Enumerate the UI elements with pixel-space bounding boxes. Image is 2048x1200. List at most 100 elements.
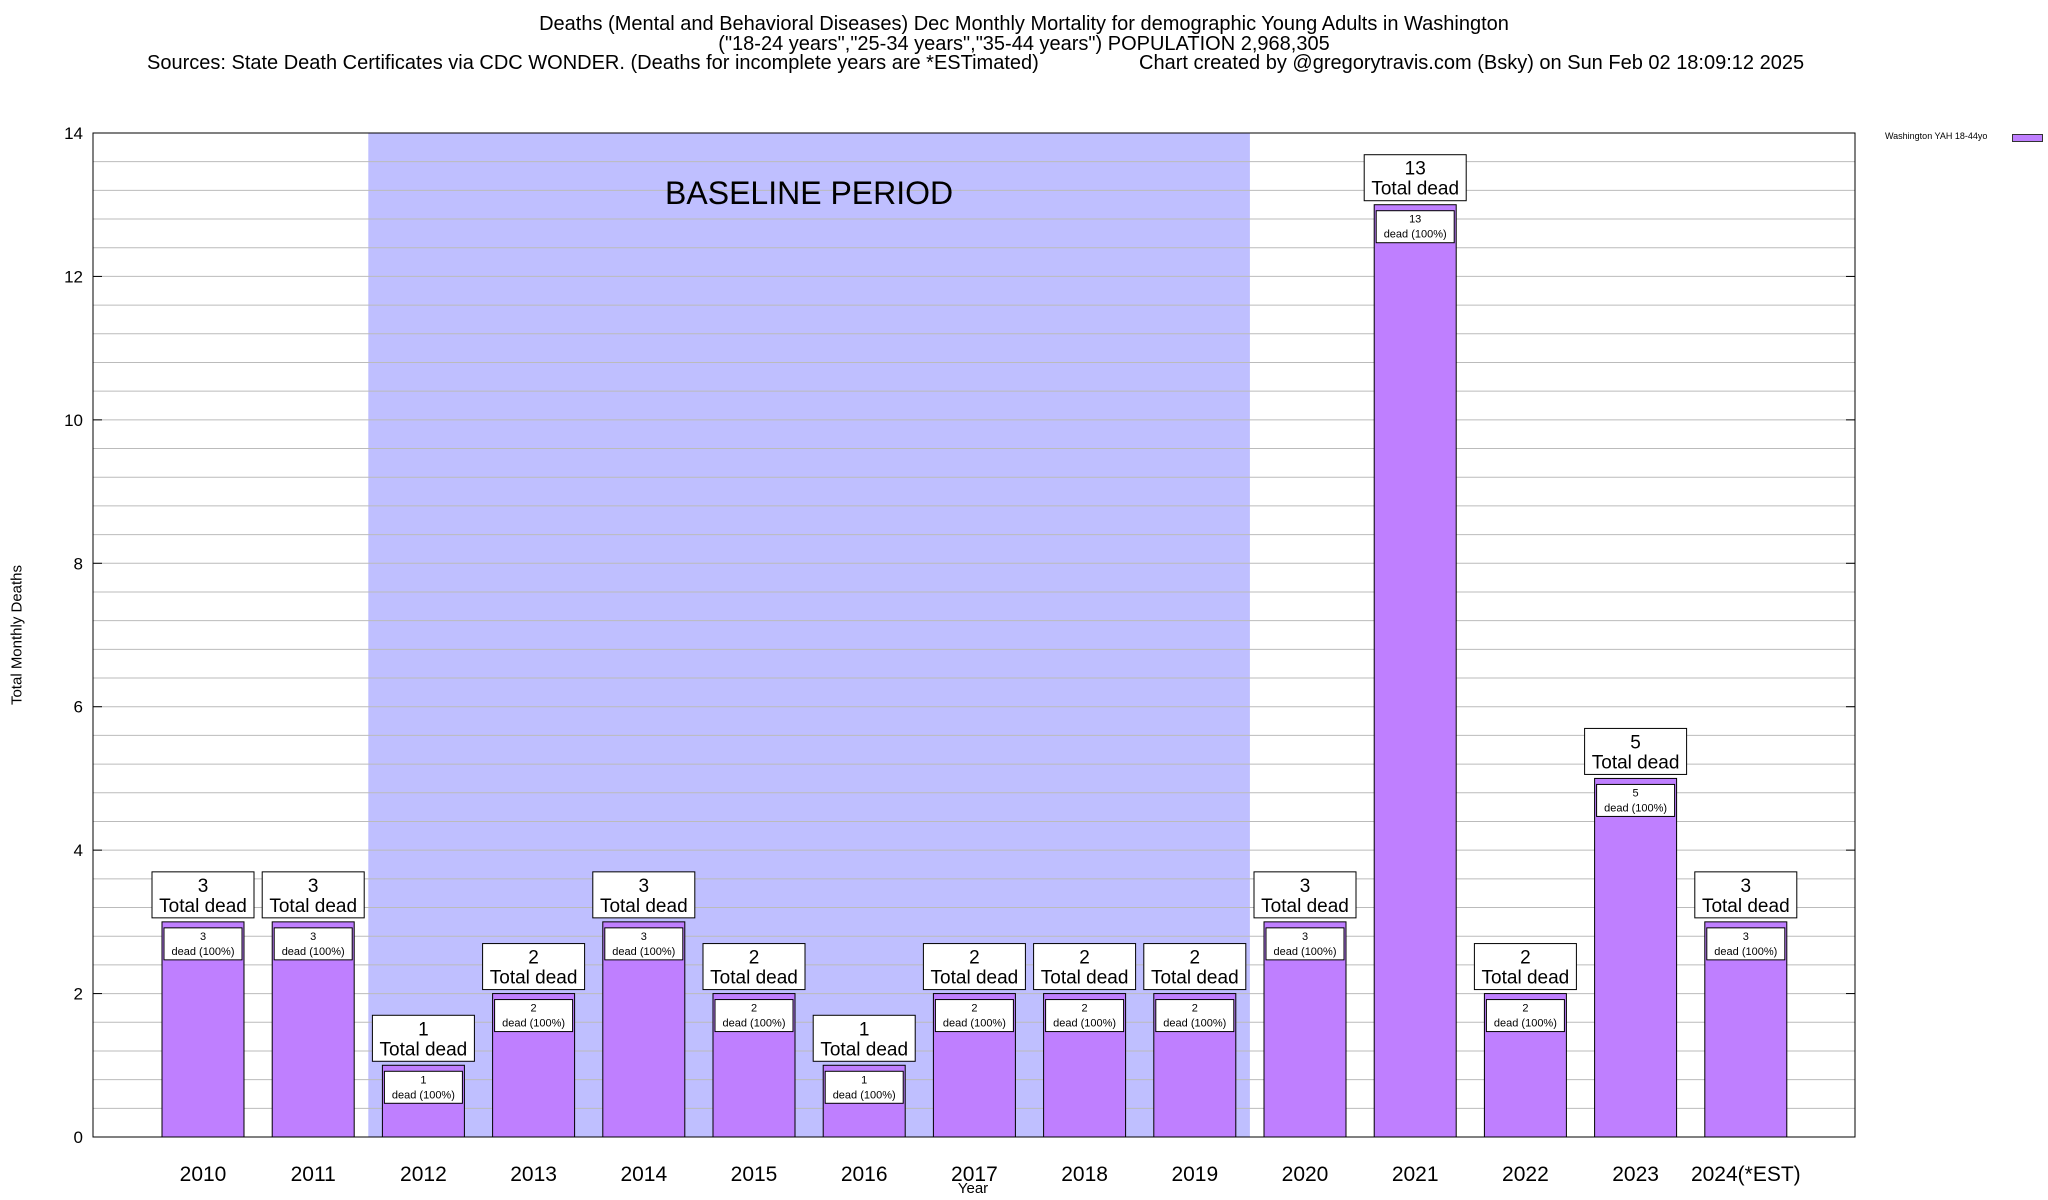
total-label-text: Total dead: [1261, 896, 1349, 917]
total-label-text: Total dead: [931, 968, 1019, 989]
x-tick-label: 2022: [1502, 1163, 1549, 1186]
total-label-box: [922, 943, 1026, 991]
bar: [1373, 204, 1457, 1138]
inner-label-box: [714, 999, 794, 1033]
total-label-box: [151, 871, 255, 919]
x-tick-label: 2020: [1282, 1163, 1329, 1186]
y-tick-label: 10: [64, 411, 83, 430]
inner-label-percent: dead (100%): [833, 1089, 896, 1101]
total-label-text: Total dead: [159, 896, 247, 917]
inner-label-box: [163, 927, 243, 961]
x-tick-label: 2015: [731, 1163, 778, 1186]
total-label-count: 2: [1190, 948, 1201, 969]
inner-label-box: [1706, 927, 1786, 961]
chart-title-line1: Deaths (Mental and Behavioral Diseases) …: [539, 13, 1509, 35]
total-label-box: [1253, 871, 1357, 919]
y-tick-label: 0: [74, 1128, 83, 1147]
plot-frame: [92, 132, 1856, 1138]
inner-label-count: 2: [1522, 1003, 1528, 1015]
y-tick-label: 2: [74, 985, 83, 1004]
x-tick-label: 2010: [180, 1163, 227, 1186]
inner-label-box: [604, 927, 684, 961]
total-label-count: 1: [859, 1019, 870, 1040]
inner-label-box: [1265, 927, 1345, 961]
inner-label-box: [824, 1070, 904, 1104]
total-label-count: 5: [1630, 732, 1641, 753]
inner-label-count: 2: [1192, 1003, 1198, 1015]
inner-label-box: [273, 927, 353, 961]
inner-label-count: 1: [861, 1074, 867, 1086]
total-label-text: Total dead: [380, 1039, 468, 1060]
total-label-box: [1363, 154, 1467, 202]
inner-label-count: 3: [310, 931, 316, 943]
y-tick-label: 6: [74, 698, 83, 717]
total-label-box: [482, 943, 586, 991]
x-tick-label: 2023: [1612, 1163, 1659, 1186]
inner-label-count: 2: [751, 1003, 757, 1015]
inner-label-count: 13: [1409, 214, 1421, 226]
y-axis-label: Total Monthly Deaths: [8, 564, 26, 706]
inner-label-box: [1155, 999, 1235, 1033]
inner-label-percent: dead (100%): [1714, 946, 1777, 958]
total-label-count: 2: [749, 948, 760, 969]
x-tick-label: 2021: [1392, 1163, 1439, 1186]
total-label-box: [702, 943, 806, 991]
inner-label-count: 3: [1302, 931, 1308, 943]
x-tick-label: 2011: [291, 1163, 336, 1186]
inner-label-percent: dead (100%): [1604, 802, 1667, 814]
inner-label-percent: dead (100%): [1053, 1018, 1116, 1030]
chart-sources: Sources: State Death Certificates via CD…: [147, 52, 1039, 74]
inner-label-percent: dead (100%): [1384, 229, 1447, 241]
inner-label-count: 2: [531, 1003, 537, 1015]
total-label-count: 3: [198, 876, 209, 897]
x-tick-label: 2013: [510, 1163, 557, 1186]
total-label-box: [1033, 943, 1137, 991]
total-label-text: Total dead: [1702, 896, 1790, 917]
inner-label-box: [1375, 210, 1455, 244]
total-label-text: Total dead: [1371, 179, 1459, 200]
total-label-box: [592, 871, 696, 919]
x-tick-label: 2024(*EST): [1691, 1163, 1801, 1186]
inner-label-percent: dead (100%): [612, 946, 675, 958]
inner-label-box: [1485, 999, 1565, 1033]
total-label-count: 3: [1300, 876, 1311, 897]
total-label-box: [1694, 871, 1798, 919]
inner-label-percent: dead (100%): [502, 1018, 565, 1030]
inner-label-box: [494, 999, 574, 1033]
total-label-count: 2: [1520, 948, 1531, 969]
total-label-box: [261, 871, 365, 919]
inner-label-count: 3: [641, 931, 647, 943]
total-label-count: 2: [528, 948, 539, 969]
inner-label-box: [383, 1070, 463, 1104]
y-tick-label: 8: [74, 554, 83, 573]
x-tick-label: 2019: [1171, 1163, 1218, 1186]
inner-label-box: [1045, 999, 1125, 1033]
x-tick-label: 2016: [841, 1163, 888, 1186]
total-label-box: [1473, 943, 1577, 991]
total-label-text: Total dead: [1482, 968, 1570, 989]
inner-label-percent: dead (100%): [943, 1018, 1006, 1030]
inner-label-percent: dead (100%): [1494, 1018, 1557, 1030]
total-label-count: 3: [308, 876, 319, 897]
total-label-count: 2: [969, 948, 980, 969]
total-label-count: 3: [639, 876, 650, 897]
total-label-box: [1584, 727, 1688, 775]
y-tick-label: 14: [64, 124, 83, 143]
x-tick-label: 2014: [620, 1163, 667, 1186]
total-label-count: 13: [1405, 159, 1426, 180]
inner-label-count: 2: [1082, 1003, 1088, 1015]
inner-label-box: [934, 999, 1014, 1033]
total-label-box: [1143, 943, 1247, 991]
total-label-text: Total dead: [1151, 968, 1239, 989]
chart-credit: Chart created by @gregorytravis.com (Bsk…: [1139, 52, 1805, 74]
total-label-count: 2: [1079, 948, 1090, 969]
x-tick-label: 2017: [951, 1163, 998, 1186]
x-tick-label: 2012: [400, 1163, 447, 1186]
total-label-text: Total dead: [1041, 968, 1129, 989]
total-label-text: Total dead: [820, 1039, 908, 1060]
total-label-text: Total dead: [710, 968, 798, 989]
total-label-text: Total dead: [269, 896, 357, 917]
legend-label: Washington YAH 18-44yo: [1885, 131, 1988, 141]
baseline-period-label: BASELINE PERIOD: [665, 175, 953, 211]
